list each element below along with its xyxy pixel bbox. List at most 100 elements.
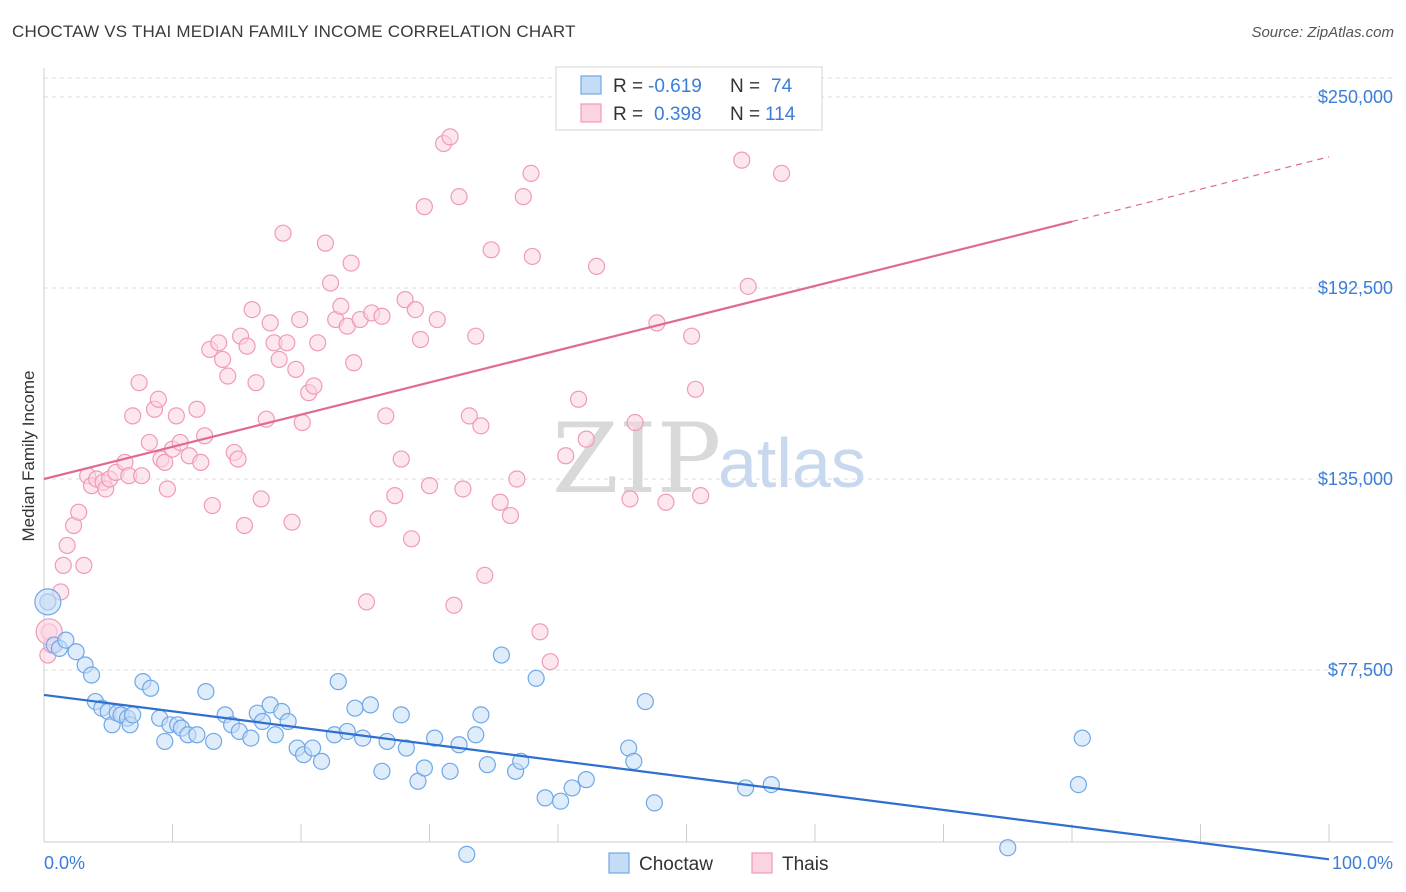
choctaw-point	[999, 839, 1017, 857]
thais-point	[569, 390, 588, 408]
choctaw-point	[645, 794, 663, 812]
choctaw-point	[188, 726, 206, 744]
thais-point	[454, 480, 472, 498]
thais-point	[309, 334, 327, 352]
choctaw-point	[354, 729, 372, 747]
choctaw-point	[303, 739, 322, 757]
choctaw-point	[625, 752, 643, 770]
thais-point	[648, 314, 666, 332]
choctaw-point	[156, 732, 174, 751]
thais-point	[467, 327, 485, 345]
thais-point	[188, 400, 206, 418]
choctaw-point	[415, 759, 433, 777]
thais-point	[501, 506, 520, 525]
thais-point	[491, 493, 509, 511]
legend-thais-n-value: 114	[765, 104, 796, 125]
thais-point	[523, 247, 541, 266]
thais-point	[229, 450, 247, 468]
thais-point	[373, 307, 391, 325]
choctaw-point	[737, 779, 755, 797]
thais-trend-line	[43, 220, 1073, 481]
thais-point	[124, 407, 142, 425]
legend-thais-r-label: R =	[613, 104, 643, 125]
choctaw-point	[205, 732, 223, 751]
thais-point	[428, 310, 446, 329]
thais-point	[58, 536, 76, 555]
choctaw-point	[450, 736, 468, 754]
choctaw-point	[329, 673, 347, 691]
thais-point	[621, 490, 639, 508]
choctaw-point	[346, 699, 364, 717]
choctaw-point	[1073, 729, 1091, 747]
thais-point	[587, 257, 606, 276]
choctaw-point	[242, 729, 260, 747]
thais-point	[415, 198, 433, 216]
thais-point	[357, 593, 376, 611]
thais-point	[772, 164, 791, 182]
thais-point	[243, 300, 261, 319]
choctaw-point	[472, 706, 490, 724]
y-tick-label-1: $135,000	[1318, 469, 1393, 489]
x-tick-label-min: 0.0%	[44, 853, 85, 873]
y-tick-label-0: $77,500	[1328, 660, 1393, 680]
legend-thais-n-label: N =	[730, 104, 760, 125]
thais-point	[291, 310, 309, 329]
legend-choctaw-swatch	[580, 75, 602, 95]
y-tick-labels: $77,500 $135,000 $192,500 $250,000	[1318, 87, 1393, 680]
thais-point	[577, 430, 595, 448]
thais-point	[396, 291, 414, 309]
choctaw-point	[338, 722, 356, 741]
thais-point	[274, 224, 292, 242]
thais-point	[214, 350, 232, 369]
thais-point	[531, 623, 549, 641]
source-label: Source: ZipAtlas.com	[1251, 24, 1394, 41]
y-axis-title: Median Family Income	[19, 370, 38, 541]
bottom-legend: Choctaw Thais	[608, 852, 828, 875]
choctaw-point	[142, 679, 160, 697]
thais-point	[406, 300, 424, 319]
thais-point	[158, 480, 176, 498]
thais-point	[472, 417, 490, 435]
thais-point	[283, 513, 301, 531]
thais-point	[133, 467, 151, 485]
choctaw-points	[34, 588, 1091, 863]
watermark: ZIP atlas	[552, 403, 866, 515]
choctaw-point	[762, 775, 780, 794]
thais-point	[287, 360, 305, 378]
choctaw-point	[67, 643, 85, 661]
choctaw-point	[577, 771, 595, 789]
thais-point	[192, 453, 210, 471]
choctaw-point	[492, 646, 511, 664]
thais-point	[293, 413, 311, 432]
thais-point	[522, 164, 540, 182]
thais-point	[210, 334, 228, 352]
choctaw-point	[392, 706, 410, 724]
thais-point	[261, 314, 279, 332]
thais-point	[514, 188, 532, 206]
choctaw-point	[57, 631, 75, 649]
thais-point	[332, 297, 350, 315]
thais-point	[402, 530, 421, 548]
bottom-legend-choctaw-label: Choctaw	[639, 854, 713, 875]
thais-point	[70, 503, 88, 521]
choctaw-point	[373, 762, 391, 780]
choctaw-point	[551, 792, 570, 810]
choctaw-point	[536, 789, 554, 807]
legend-thais-swatch	[580, 103, 602, 123]
choctaw-point	[361, 696, 379, 714]
thais-point	[482, 241, 500, 259]
thais-point	[316, 234, 335, 252]
thais-point	[167, 407, 185, 425]
grid-lines	[44, 77, 1393, 671]
legend-choctaw-r-label: R =	[613, 76, 643, 97]
thais-point	[345, 354, 363, 372]
thais-point	[441, 128, 459, 146]
legend-box: R = -0.619 N = 74 R = 0.398 N = 114	[555, 66, 823, 131]
thais-point	[54, 556, 72, 574]
thais-point	[140, 433, 158, 452]
trend-lines	[43, 156, 1330, 861]
choctaw-point	[312, 752, 331, 770]
choctaw-point	[478, 756, 496, 774]
thais-point	[411, 330, 430, 349]
